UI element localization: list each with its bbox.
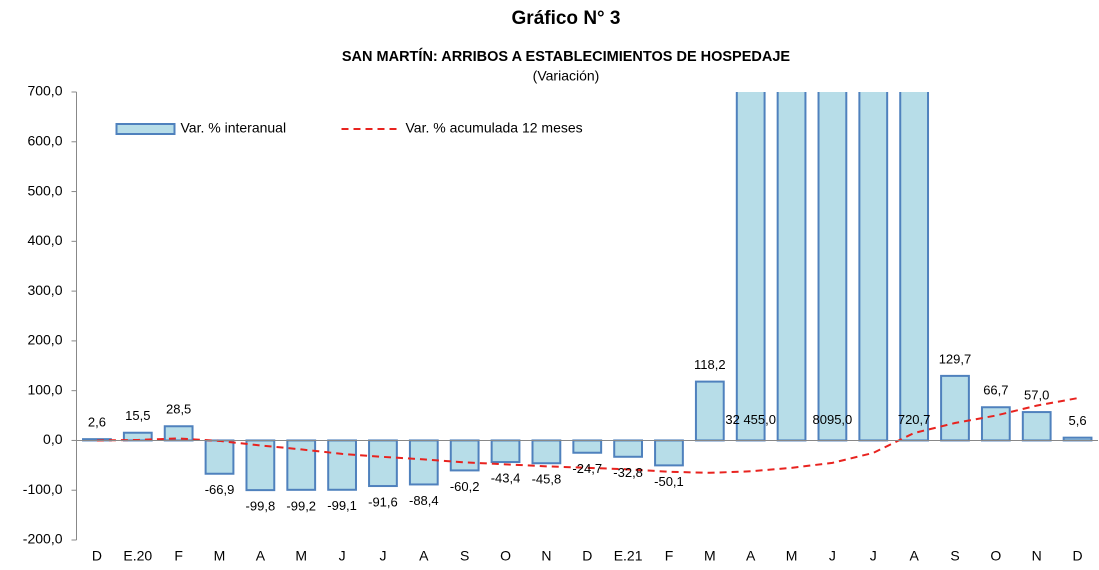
data-label: -66,9	[205, 482, 235, 497]
y-tick-label: 600,0	[27, 132, 62, 148]
bar	[858, 92, 889, 442]
x-tick-label: O	[990, 548, 1001, 564]
x-tick-label: E.20	[123, 548, 152, 564]
x-tick-label: E.21	[614, 548, 643, 564]
data-label: -99,2	[286, 498, 316, 513]
chart-subtitle: SAN MARTÍN: ARRIBOS A ESTABLECIMIENTOS D…	[342, 48, 791, 65]
bar	[449, 439, 480, 472]
y-tick-label: 500,0	[27, 182, 62, 198]
y-tick-label: -100,0	[23, 481, 63, 497]
data-label: -91,6	[368, 494, 398, 509]
bar	[327, 439, 357, 491]
legend-swatch	[115, 123, 176, 135]
x-tick-label: S	[460, 548, 469, 564]
x-tick-label: D	[582, 548, 592, 564]
x-tick-label: A	[256, 548, 266, 564]
bar	[694, 380, 725, 442]
bar	[490, 439, 521, 464]
x-tick-label: O	[500, 548, 511, 564]
bar	[245, 439, 276, 492]
x-tick-label: D	[1073, 548, 1083, 564]
x-tick-label: D	[92, 548, 102, 564]
data-label: -43,4	[491, 470, 521, 485]
y-tick-label: 200,0	[27, 332, 62, 348]
bar	[408, 439, 439, 486]
data-label: -50,1	[654, 474, 684, 489]
data-label: 129,7	[939, 351, 972, 366]
data-label: 32 455,0	[725, 412, 776, 427]
x-tick-label: J	[339, 548, 346, 564]
bar	[776, 92, 807, 442]
data-label: 5,6	[1069, 413, 1087, 428]
data-label: 57,0	[1024, 388, 1049, 403]
bar	[613, 439, 644, 458]
data-label: 118,2	[694, 357, 726, 372]
data-label: 28,5	[166, 402, 191, 417]
y-tick-label: 100,0	[27, 381, 62, 397]
data-label: -24,7	[572, 461, 602, 476]
data-label: -60,2	[450, 479, 480, 494]
bar	[735, 92, 766, 442]
x-tick-label: F	[174, 548, 183, 564]
y-tick-label: 400,0	[27, 232, 62, 248]
x-tick-label: M	[704, 548, 716, 564]
data-label: -45,8	[532, 472, 562, 487]
y-tick-label: -200,0	[23, 531, 63, 547]
bar	[940, 374, 970, 442]
x-tick-label: F	[665, 548, 674, 564]
x-tick-label: N	[541, 548, 551, 564]
x-tick-label: J	[870, 548, 877, 564]
data-label: 720,7	[898, 412, 931, 427]
y-tick-label: 0,0	[43, 431, 63, 447]
x-tick-label: A	[746, 548, 756, 564]
x-tick-label: N	[1032, 548, 1042, 564]
bar	[654, 439, 684, 467]
x-tick-label: A	[419, 548, 429, 564]
y-tick-label: 300,0	[27, 282, 62, 298]
x-tick-label: A	[909, 548, 919, 564]
data-label: -99,8	[246, 499, 276, 514]
data-label: 8095,0	[813, 412, 853, 427]
chart-title: Gráfico N° 3	[512, 8, 621, 29]
y-label: (Variación)	[533, 68, 600, 84]
bar	[899, 92, 930, 442]
x-tick-label: M	[214, 548, 226, 564]
x-tick-label: J	[829, 548, 836, 564]
bar	[368, 439, 398, 488]
data-label: -32,8	[613, 465, 643, 480]
data-label: 2,6	[88, 415, 106, 430]
data-label: 66,7	[983, 383, 1008, 398]
bar	[572, 439, 603, 454]
x-tick-label: M	[786, 548, 798, 564]
bar	[817, 92, 848, 442]
x-tick-label: S	[950, 548, 959, 564]
legend-label: Var. % acumulada 12 meses	[406, 120, 583, 136]
legend-label: Var. % interanual	[181, 120, 287, 136]
data-label: -88,4	[409, 493, 439, 508]
data-label: -99,1	[327, 498, 357, 513]
x-tick-label: M	[295, 548, 307, 564]
bar	[531, 439, 562, 465]
data-label: 15,5	[125, 408, 150, 423]
y-tick-label: 700,0	[27, 83, 62, 99]
bar	[1021, 411, 1052, 442]
bar	[204, 439, 235, 475]
x-tick-label: J	[379, 548, 386, 564]
